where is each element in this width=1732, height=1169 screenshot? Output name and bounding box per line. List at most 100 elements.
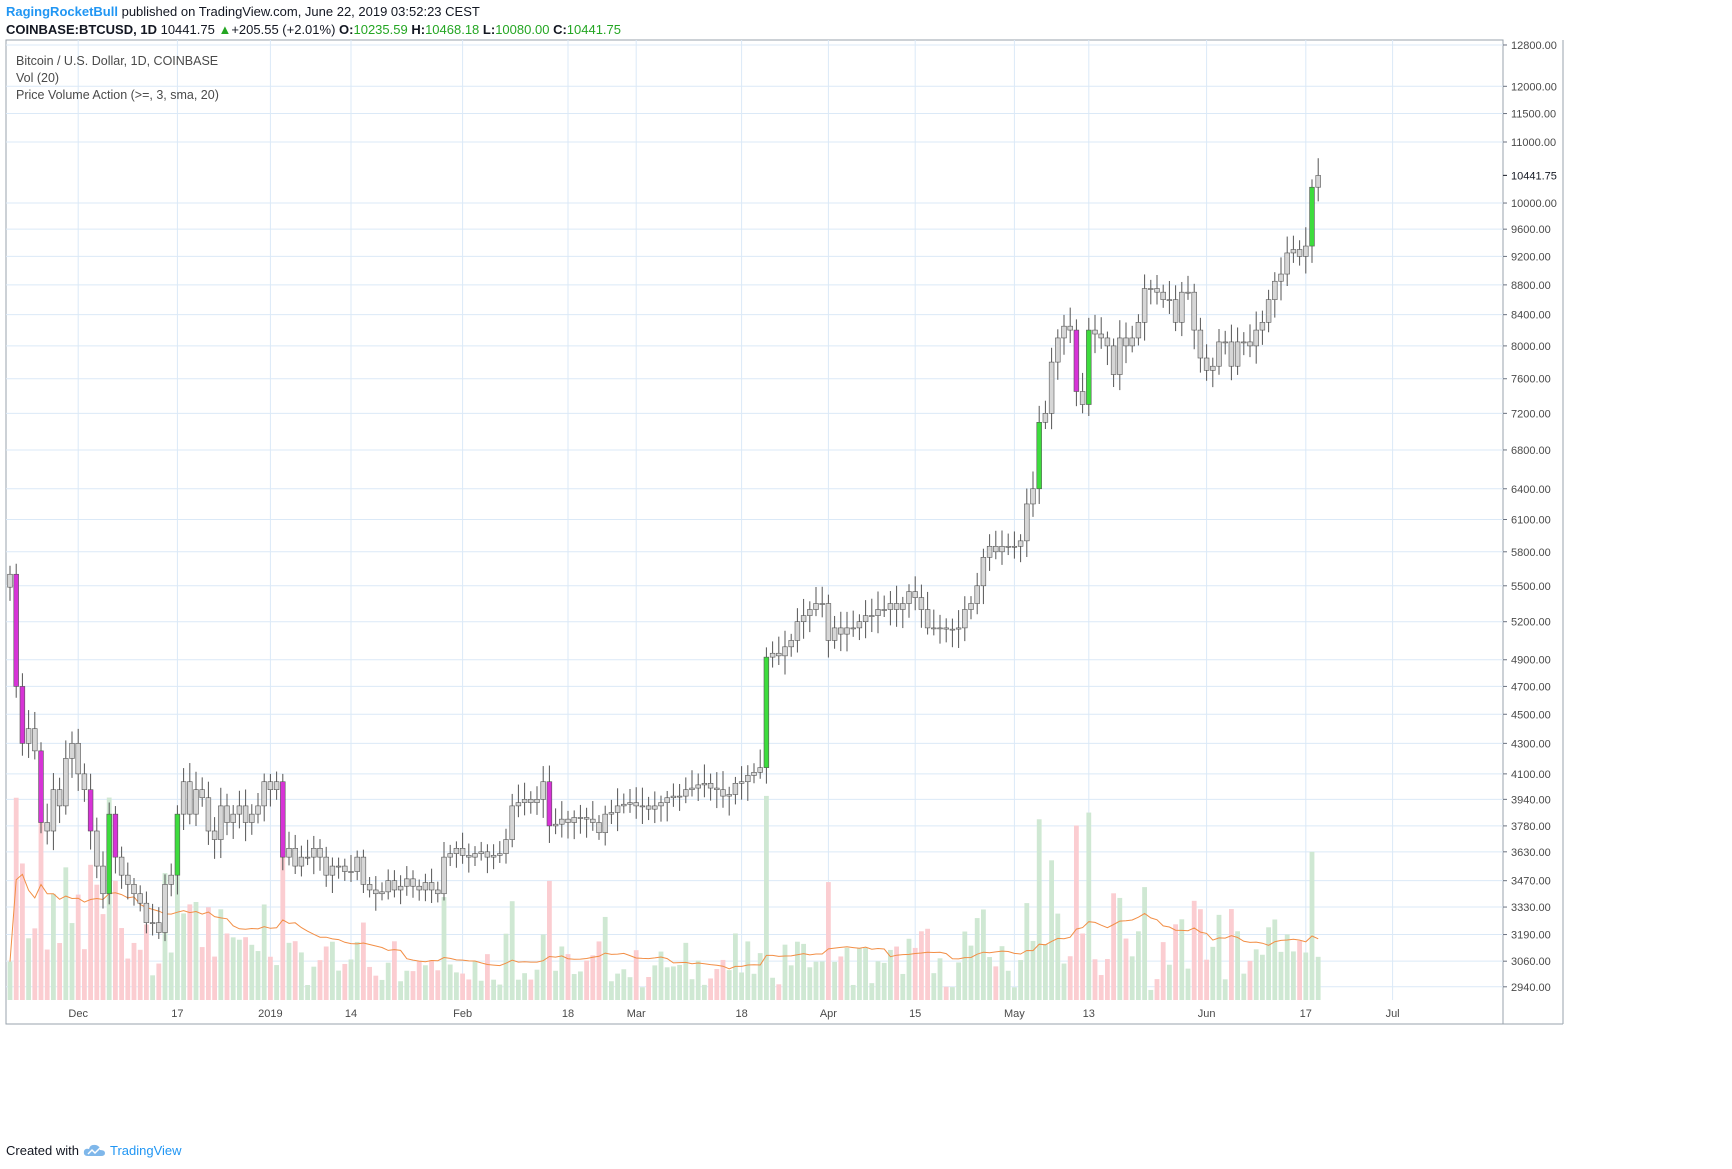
volume-bar [1043,944,1048,1000]
volume-bar [354,941,360,1000]
candle [1005,545,1011,548]
candle [1296,249,1303,257]
candle [366,884,373,891]
candle [714,787,720,790]
volume-bar [1247,960,1253,1000]
candle [199,789,205,799]
volume-bar [416,960,422,1000]
y-tick-label: 4300.00 [1511,738,1551,750]
volume-bar [875,961,881,1000]
volume-bar [150,975,155,1000]
candle [87,789,94,832]
volume-bar [1167,964,1172,1000]
close-value: 10441.75 [566,22,622,37]
volume-bar [1117,897,1123,1000]
candle [273,781,280,790]
candle [292,848,298,867]
y-tick-label: 5500.00 [1511,581,1551,593]
volume-bar [1253,949,1259,1000]
candle [955,627,962,630]
volume-bar [1222,979,1228,1000]
volume-bar [683,942,689,1000]
candle [1166,299,1173,301]
volume-bar [857,948,862,1000]
symbol-label: COINBASE:BTCUSD, 1D [6,22,157,37]
candle [1104,337,1111,347]
volume-bar [88,864,93,1000]
candle [1185,291,1191,294]
candle [1086,329,1092,405]
candle [1179,291,1185,323]
candle [19,686,26,744]
close-label: C: [553,22,567,37]
candle [156,922,162,933]
volume-bar [881,962,887,1000]
candle [348,871,354,873]
volume-bar [1074,825,1079,1000]
candle [162,884,168,933]
candle [38,750,44,823]
volume-bar [1105,959,1110,1000]
volume-bar [745,941,751,1000]
volume-bar [26,938,31,1000]
candle [187,781,193,815]
volume-bar [1216,914,1222,1000]
candle [410,878,416,887]
x-tick-label: Jun [1198,1008,1216,1020]
candle [689,787,695,790]
candle [1160,291,1166,300]
candle [986,545,993,558]
volume-bar [1315,956,1321,1000]
volume-bar [739,972,744,1000]
candle [112,813,119,858]
candle [503,839,509,854]
volume-bar [640,987,645,1000]
volume-bar [181,913,186,1000]
candle [360,856,367,885]
volume-bar [311,966,317,1000]
volume-bar [330,941,335,1000]
candle [1061,325,1067,339]
candle [404,878,410,887]
volume-bar [596,941,602,1000]
volume-bar [441,897,447,1000]
candle [881,609,887,611]
candle [1284,252,1290,275]
volume-bar [1129,956,1135,1000]
volume-bar [7,961,13,1000]
volume-bar [1278,951,1284,1000]
volume-bar [584,960,589,1000]
candle [769,652,776,658]
candle [13,573,19,687]
candle [968,603,974,610]
volume-bar [385,962,391,1000]
volume-bar [199,947,205,1000]
candle [1197,329,1204,359]
y-tick-label: 10000.00 [1511,198,1557,210]
open-label: O: [339,22,354,37]
author-link[interactable]: RagingRocketBull [6,4,118,19]
volume-bar [305,985,310,1000]
volume-bar [249,944,255,1000]
volume-bar [144,924,149,1000]
candle [999,545,1005,553]
volume-bar [900,973,906,1000]
candle [447,853,453,858]
candle [1036,422,1042,490]
candle [453,848,460,854]
volume-bar [522,973,527,1000]
volume-bar [795,941,800,1000]
candle [466,855,472,858]
volume-bar [1204,959,1209,1000]
volume-bar [292,941,298,1000]
footer-brand[interactable]: TradingView [110,1143,182,1158]
candle [1055,337,1061,363]
candle [106,813,112,895]
candle [261,781,267,807]
volume-bar [113,880,118,1000]
candle [1253,329,1259,347]
candle [118,856,125,876]
candle [856,621,863,629]
candle [782,646,788,657]
